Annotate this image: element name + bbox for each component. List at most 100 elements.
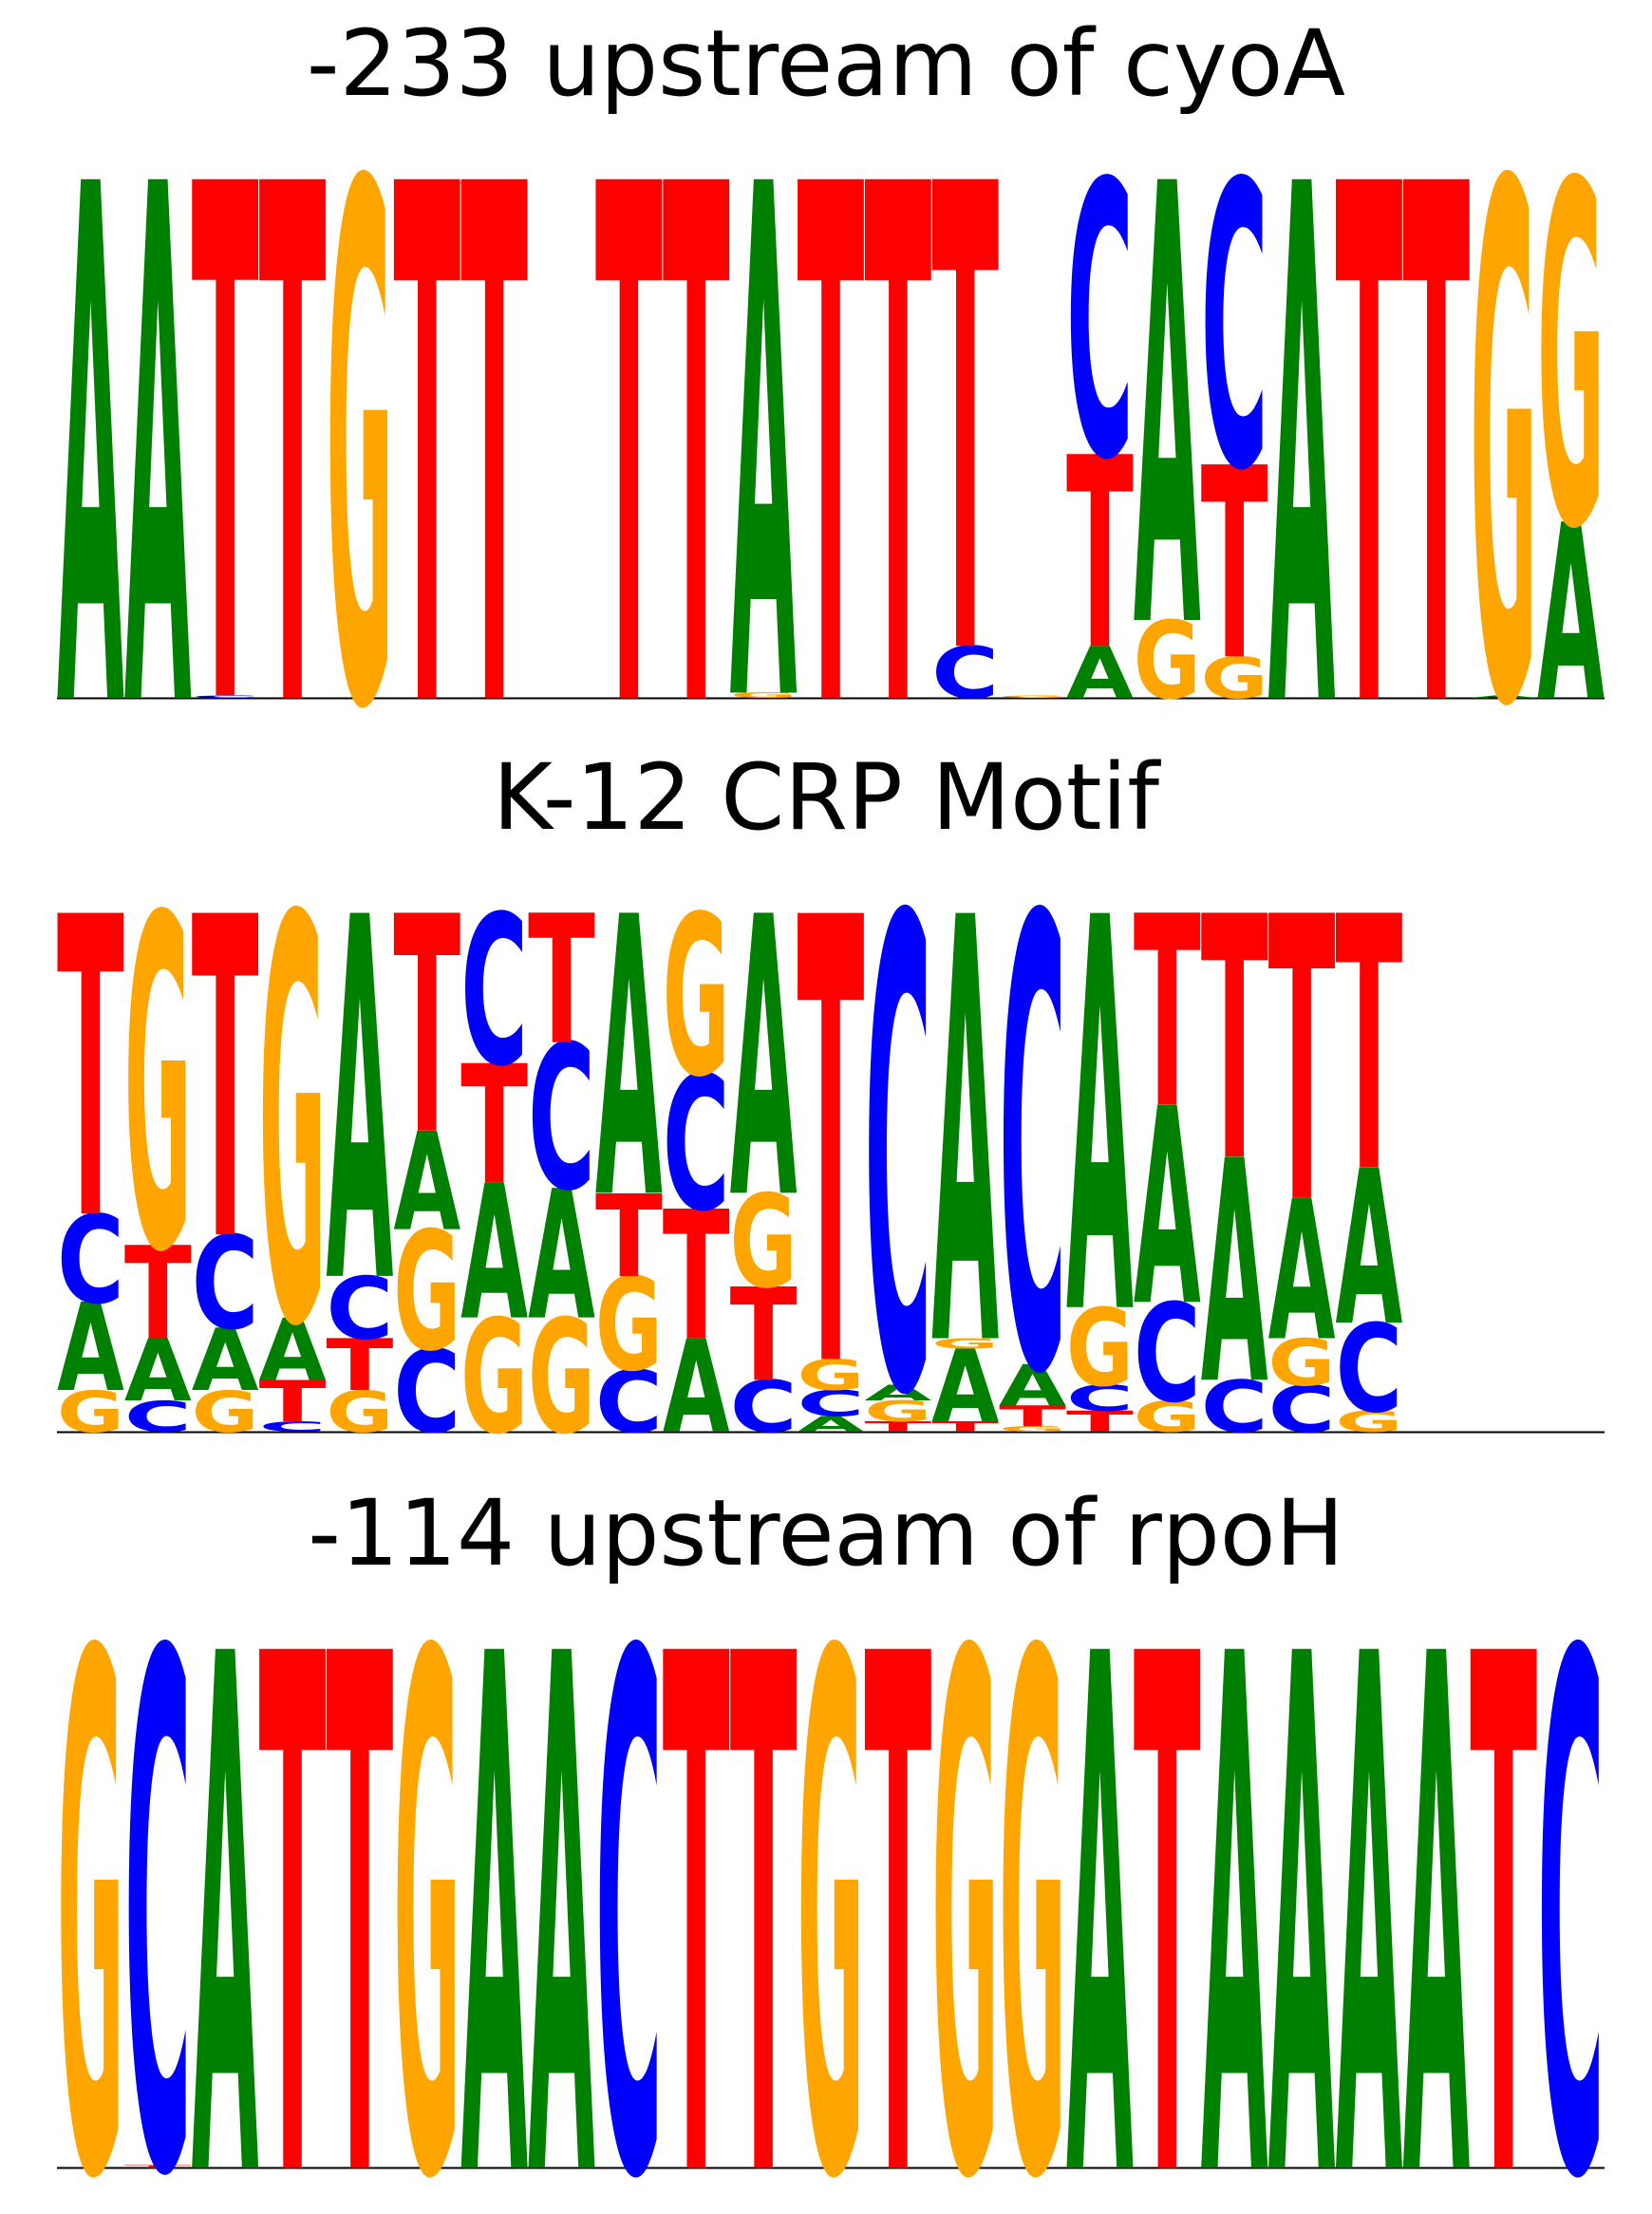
logo-letter-t: T <box>393 38 460 867</box>
logo-letter-t: T <box>1134 1508 1201 2214</box>
logo-letter-c: C <box>192 695 259 699</box>
logo-letter-a: A <box>798 1412 865 1436</box>
logo-letter-t: T <box>864 1418 931 1435</box>
logo-letter-c: C <box>326 1260 393 1360</box>
logo-letter-a: A <box>663 1314 730 1463</box>
logo-letter-c: C <box>798 1383 865 1424</box>
logo-title: -114 upstream of rpoH <box>308 1480 1344 1586</box>
logo-letter-g: G <box>326 38 393 866</box>
logo-letter-a: A <box>1066 806 1135 1435</box>
logo-letter-c: C <box>1134 1275 1201 1433</box>
logo-letter-a: A <box>1268 1161 1336 1385</box>
logo-letter-t: T <box>663 1173 730 1380</box>
logo-letter-c: C <box>1201 101 1268 557</box>
logo-letter-g: G <box>259 802 327 1449</box>
logo-letter-c: C <box>1336 1299 1403 1440</box>
logo-letter-t: T <box>999 1400 1066 1434</box>
logo-letter-a: A <box>259 1302 327 1400</box>
logo-letter-a: A <box>931 1330 999 1445</box>
logo-title: K-12 CRP Motif <box>493 744 1159 851</box>
logo-letter-g: G <box>798 1508 865 2214</box>
logo-letter-c: C <box>595 1507 663 2214</box>
logo-letter-a: A <box>460 1146 528 1361</box>
logo-letter-g: G <box>1134 1393 1201 1442</box>
logo-letter-c: C <box>864 784 931 1538</box>
logo-letter-c: C <box>460 872 528 1112</box>
logo-title: -233 upstream of cyoA <box>306 10 1346 117</box>
logo-letter-a: A <box>730 38 798 859</box>
logo-letter-a: A <box>57 1279 124 1419</box>
logo-letter-a: A <box>931 797 1000 1476</box>
logo-letter-c: C <box>730 1367 798 1450</box>
logo-letter-a: A <box>1537 474 1605 756</box>
logo-letter-a: A <box>393 1105 460 1262</box>
logo-letter-a: A <box>595 838 664 1285</box>
logo-letter-c: C <box>57 1190 124 1331</box>
logo-letter-a: A <box>730 838 798 1285</box>
sequence-logo-rpoh: G TC A T T G A A C T T G T G G A T A A A A T C <box>57 1507 1605 2214</box>
logo-letter-t: T <box>864 38 931 867</box>
logo-letter-t: T <box>460 1031 528 1222</box>
logo-letter-t: T <box>1470 1508 1537 2214</box>
logo-letter-g: G <box>1201 645 1268 711</box>
logo-letter-a: A <box>1402 1508 1471 2214</box>
logo-letter-t: T <box>460 38 528 867</box>
logo-letter-g: G <box>999 1508 1066 2214</box>
logo-letter-a: A <box>999 1354 1066 1420</box>
logo-letter-g: G <box>393 1197 460 1388</box>
logo-letter-c: C <box>528 1003 595 1235</box>
logo-letter-a: A <box>1066 631 1134 715</box>
logo-letter-g: G <box>57 1508 124 2214</box>
logo-letter-a: A <box>124 38 193 866</box>
logo-letter-a: A <box>460 1508 529 2214</box>
logo-letter-t: T <box>1268 835 1336 1290</box>
logo-letter-t: T <box>259 1508 327 2214</box>
logo-letter-t: T <box>192 38 259 862</box>
logo-letter-a: A <box>1268 1508 1337 2214</box>
logo-letter-t: T <box>259 1369 327 1435</box>
logo-letter-g: G <box>1470 39 1537 863</box>
logo-letter-t: T <box>798 38 865 867</box>
logo-letter-a: A <box>528 1153 595 1360</box>
logo-letter-c: C <box>393 1326 460 1459</box>
logo-letter-t: T <box>864 1508 931 2214</box>
logo-letter-c: C <box>595 1353 663 1453</box>
logo-letter-t: T <box>326 1325 393 1408</box>
logo-letter-a: A <box>192 1312 259 1411</box>
logo-letter-a: A <box>864 1380 931 1405</box>
logo-letter-t: T <box>57 831 124 1311</box>
logo-letter-a: A <box>1134 61 1202 764</box>
logo-letter-g: G <box>460 1287 528 1470</box>
logo-letter-t: T <box>1066 403 1134 709</box>
logo-letter-c: C <box>663 1038 730 1253</box>
logo-letter-g: G <box>57 1379 124 1445</box>
logo-letter-a: A <box>57 38 125 866</box>
logo-letter-a: A <box>192 1508 260 2214</box>
logo-letter-a: A <box>1201 1096 1268 1452</box>
logo-letter-c: C <box>999 789 1066 1510</box>
logo-letter-t: T <box>1066 1406 1134 1439</box>
logo-letter-c: C <box>1201 1367 1268 1450</box>
logo-letter-t: T <box>393 854 460 1202</box>
logo-letter-c: C <box>1066 105 1134 544</box>
logo-letter-a: A <box>528 1508 596 2214</box>
logo-letter-g: G <box>730 691 798 700</box>
logo-letter-t: T <box>192 827 259 1340</box>
logo-letter-g: G <box>798 1351 865 1400</box>
logo-letter-g: G <box>393 1508 460 2214</box>
logo-letter-g: G <box>864 1396 931 1429</box>
logo-letter-c: C <box>1066 1379 1134 1419</box>
logo-letter-c: C <box>1537 1507 1605 2214</box>
logo-letter-t: T <box>1402 38 1470 867</box>
logo-letter-g: G <box>730 1168 798 1317</box>
logo-letter-t: T <box>663 1508 730 2214</box>
logo-letter-g: G <box>326 1379 393 1445</box>
logo-letter-c: C <box>124 1392 192 1442</box>
logo-letter-a: A <box>124 1323 192 1421</box>
logo-letter-g: G <box>124 823 192 1353</box>
logo-letter-t: T <box>798 792 865 1504</box>
logo-letter-g: G <box>1537 84 1605 632</box>
logo-letter-t: T <box>1336 844 1403 1249</box>
